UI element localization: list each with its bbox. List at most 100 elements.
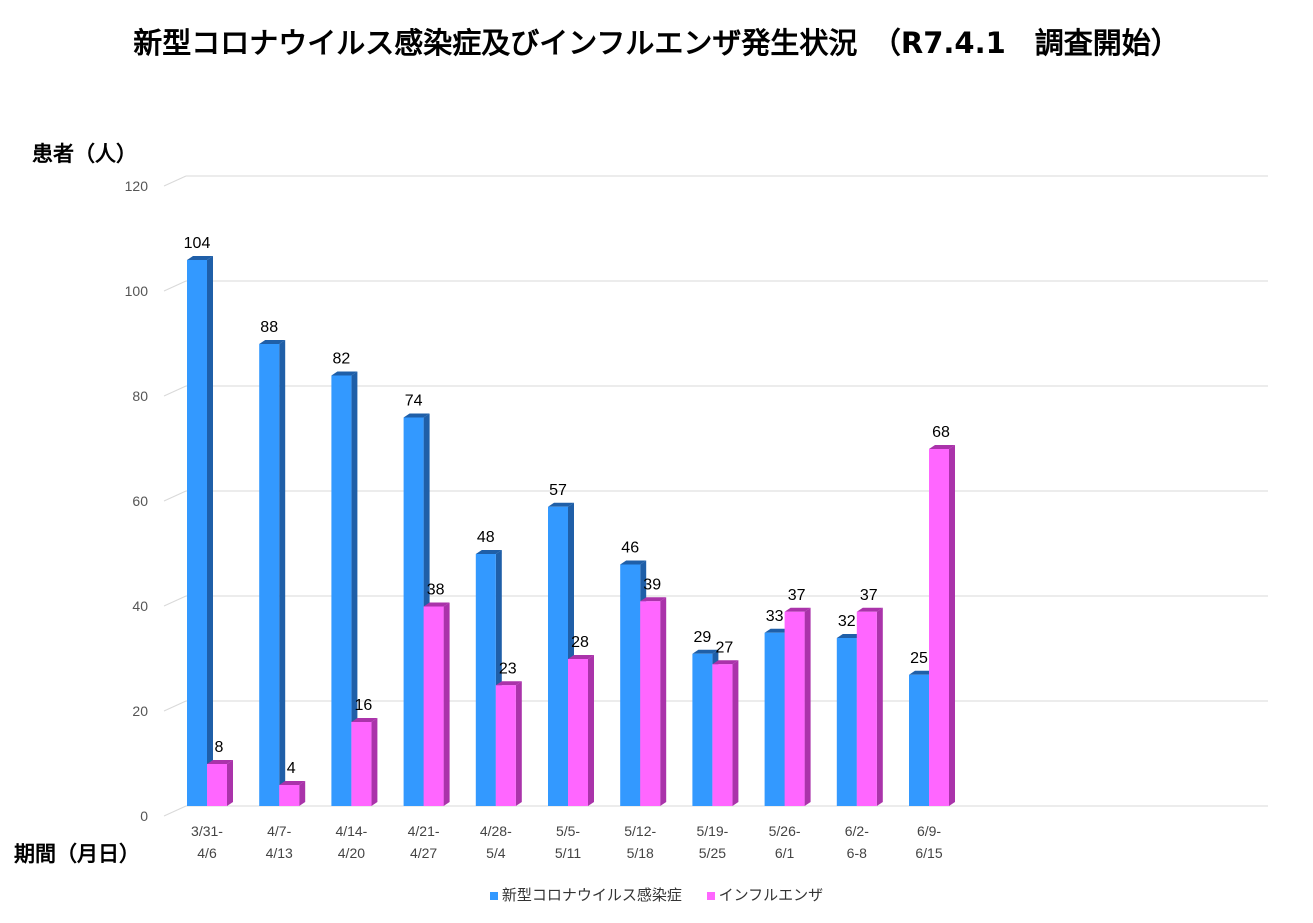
bar: [836, 638, 857, 806]
bar-top: [712, 660, 739, 665]
bar-top: [764, 628, 791, 633]
data-label: 4: [287, 760, 296, 777]
bar: [259, 344, 280, 806]
x-tick-label: 4/20: [338, 845, 365, 861]
bar-side: [207, 256, 213, 806]
bar: [620, 564, 641, 806]
bar: [548, 506, 568, 806]
bar: [279, 785, 300, 806]
bar: [351, 722, 372, 806]
x-tick-label: 6/1: [775, 845, 795, 861]
bar-top: [259, 340, 286, 344]
data-label: 23: [499, 660, 517, 677]
bar-top: [207, 760, 233, 764]
bar-top: [640, 597, 667, 602]
data-label: 8: [215, 739, 224, 756]
x-tick-label: 5/26-: [769, 823, 801, 839]
x-tick-label: 5/5-: [556, 823, 580, 839]
legend: 新型コロナウイルス感染症 インフルエンザ: [0, 884, 1313, 905]
bar-top: [856, 607, 883, 612]
data-label: 29: [694, 629, 712, 646]
bar-side: [804, 607, 811, 806]
x-tick-label: 5/18: [627, 845, 654, 861]
bar: [403, 417, 424, 806]
data-label: 32: [838, 613, 856, 630]
y-axis-label: 患者（人）: [32, 142, 137, 166]
chart-title: 新型コロナウイルス感染症及びインフルエンザ発生状況 （R7.4.1 調査開始）: [133, 26, 1180, 60]
bar: [495, 685, 516, 806]
y-tick-label: 0: [140, 808, 148, 824]
bar: [929, 449, 949, 806]
bar: [187, 260, 207, 806]
bar-side: [949, 445, 955, 806]
bar: [475, 554, 496, 806]
bar-top: [187, 256, 213, 260]
bar-side: [279, 340, 286, 806]
gridline-diag-40: [163, 595, 187, 607]
bar-side: [876, 607, 883, 806]
bar-top: [403, 413, 430, 418]
x-tick-label: 5/12-: [624, 823, 656, 839]
data-label: 37: [788, 587, 806, 604]
bar-side: [515, 681, 522, 806]
data-label: 37: [860, 587, 878, 604]
x-tick-label: 4/7-: [267, 823, 291, 839]
bar: [784, 611, 805, 806]
y-tick-label: 80: [132, 388, 148, 404]
x-tick-label: 3/31-: [191, 823, 223, 839]
data-label: 68: [932, 424, 950, 441]
bar: [764, 632, 785, 806]
gridline-diag-80: [163, 385, 187, 397]
bar-side: [227, 760, 233, 806]
data-label: 88: [260, 319, 278, 336]
x-tick-label: 4/21-: [408, 823, 440, 839]
gridline-diag-100: [163, 280, 187, 292]
legend-label-influenza: インフルエンザ: [718, 886, 824, 904]
gridline-diag-20: [163, 700, 187, 712]
legend-label-covid: 新型コロナウイルス感染症: [501, 886, 682, 904]
bar-side: [588, 655, 594, 806]
bar-side: [660, 597, 667, 806]
bar-top: [279, 781, 306, 785]
data-label: 74: [405, 393, 423, 410]
y-tick-label: 60: [132, 493, 148, 509]
x-tick-label: 4/6: [197, 845, 217, 861]
bar-top: [784, 607, 811, 612]
x-tick-label: 5/11: [555, 845, 581, 861]
y-tick-label: 100: [125, 283, 149, 299]
bar-top: [331, 371, 358, 376]
bar: [856, 611, 877, 806]
data-label: 104: [184, 235, 211, 252]
bar: [692, 653, 713, 806]
bar: [712, 664, 733, 806]
data-label: 48: [477, 529, 495, 546]
x-tick-label: 4/27: [410, 845, 437, 861]
bar-side: [371, 718, 378, 806]
data-label: 16: [355, 697, 373, 714]
bar-top: [620, 560, 647, 565]
legend-item-covid: 新型コロナウイルス感染症: [489, 884, 682, 905]
y-tick-label: 120: [125, 178, 149, 194]
data-label: 27: [716, 639, 734, 656]
y-tick-label: 20: [132, 703, 148, 719]
data-label: 28: [571, 634, 589, 651]
data-label: 46: [621, 540, 639, 557]
bar-top: [929, 445, 955, 449]
bar: [423, 606, 444, 806]
bar-top: [568, 655, 594, 659]
data-label: 39: [643, 576, 661, 593]
x-tick-label: 6-8: [847, 845, 867, 861]
gridline-diag-120: [163, 175, 187, 187]
bar-side: [732, 660, 739, 806]
bar-top: [423, 602, 450, 607]
bar-top: [351, 718, 378, 722]
legend-swatch-influenza: [706, 891, 715, 900]
bar-side: [299, 781, 306, 806]
bar-side: [351, 371, 358, 806]
x-tick-label: 6/9-: [917, 823, 941, 839]
bar-top: [475, 550, 502, 554]
x-tick-label: 4/28-: [480, 823, 512, 839]
bar: [909, 674, 929, 806]
data-label: 82: [333, 351, 351, 368]
